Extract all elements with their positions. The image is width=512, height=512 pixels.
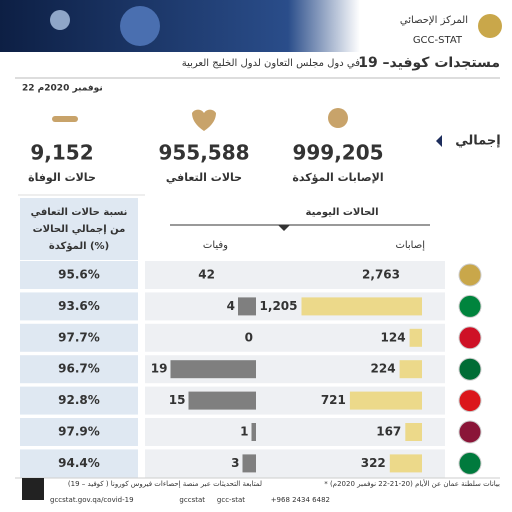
social2: gcc-stat: [217, 496, 245, 504]
cases-bar: [405, 423, 422, 441]
cases-bar: [409, 328, 422, 347]
recovery-bg: [20, 292, 138, 321]
icon-heart: [192, 109, 216, 131]
recovery-bg: [20, 386, 138, 415]
deaths-bar: [251, 423, 256, 441]
cases: 1,205: [260, 299, 298, 313]
follow: لمتابعة التحديثات عبر منصة إحصاءات فيروس…: [68, 480, 262, 488]
flag: [458, 357, 482, 381]
recovery: 94.4%: [58, 456, 100, 470]
virus: [50, 10, 70, 30]
flag: [458, 389, 482, 413]
social: gccstat: [179, 496, 205, 504]
total-value: 955,588: [158, 141, 249, 165]
cases-header: إصابات: [395, 240, 425, 251]
recovery-bg: [20, 355, 138, 384]
qr-code: [22, 478, 44, 500]
flag: [458, 294, 482, 318]
date: 22 نوفمبر 2020م: [22, 84, 103, 94]
cases: 2,763: [362, 268, 400, 282]
recovery-bg: [20, 261, 138, 289]
url[interactable]: gccstat.gov.qa/covid-19: [50, 496, 134, 504]
cases-bar: [301, 297, 422, 316]
recovery: 95.6%: [58, 268, 100, 282]
icon-virus: [328, 108, 348, 128]
recovery-header: المؤكدة (%): [49, 241, 109, 252]
flag: [458, 420, 482, 444]
cases: 322: [361, 456, 386, 470]
deaths: 19: [151, 362, 168, 376]
total-value: 9,152: [30, 141, 93, 165]
deaths: 4: [227, 299, 235, 313]
title: مستجدات كوفيد– 19: [358, 55, 500, 71]
deaths-bar: [170, 360, 256, 379]
deaths-header: وفيات: [203, 240, 228, 251]
note: * بيانات سلطنة عمان عن الأيام (20-21-22 …: [324, 479, 500, 488]
icon-bed: [52, 116, 78, 122]
rows: 95.6% 2,763 42 93.6% 1,205 4 97.7% 124 0 96.7% 224…: [20, 261, 482, 478]
recovery: 93.6%: [58, 299, 100, 313]
flag: [458, 451, 482, 475]
deaths: 1: [240, 425, 248, 439]
recovery: 97.9%: [58, 425, 100, 439]
total-label: حالات التعافي: [166, 171, 242, 184]
cases: 124: [381, 330, 406, 344]
recovery-header-bg: [20, 198, 138, 260]
deaths-bar: [188, 391, 256, 410]
deaths-bar: [238, 297, 256, 316]
recovery: 97.7%: [58, 330, 100, 344]
cases: 721: [321, 393, 346, 407]
arrow: [436, 135, 442, 147]
row-bg: [145, 323, 445, 352]
deaths: 15: [169, 393, 186, 407]
total-label: حالات الوفاة: [28, 171, 96, 184]
row-bg: [145, 261, 445, 289]
flag: [458, 263, 482, 287]
globe: [120, 6, 160, 46]
recovery-bg: [20, 418, 138, 446]
total-value: 999,205: [292, 141, 383, 165]
flag: [458, 326, 482, 350]
total-label: الإصابات المؤكدة: [292, 171, 383, 184]
deaths: 42: [198, 268, 215, 282]
phone: +968 2434 6482: [271, 496, 330, 504]
recovery-bg: [20, 449, 138, 478]
recovery: 96.7%: [58, 362, 100, 376]
cases: 224: [371, 362, 396, 376]
totals-label: إجمالي: [455, 134, 500, 149]
recovery: 92.8%: [58, 393, 100, 407]
cases-bar: [399, 360, 422, 379]
subtitle: في دول مجلس التعاون لدول الخليج العربية: [182, 58, 360, 69]
deaths: 3: [231, 456, 239, 470]
recovery-header: من إجمالي الحالات: [33, 224, 126, 235]
row-bg: [145, 418, 445, 446]
deaths-bar: [242, 454, 256, 473]
recovery-bg: [20, 323, 138, 352]
cases: 167: [376, 425, 401, 439]
header-arrow: [278, 225, 290, 231]
logo: [478, 14, 502, 38]
org-ar: المركز الإحصائي: [400, 15, 468, 26]
recovery-header: نسبة حالات التعافي: [31, 207, 128, 218]
cases-bar: [349, 391, 422, 410]
daily-header: الحالات اليومية: [306, 207, 379, 218]
deaths: 0: [245, 330, 253, 344]
org-en: GCC-STAT: [413, 35, 463, 46]
cases-bar: [389, 454, 422, 473]
